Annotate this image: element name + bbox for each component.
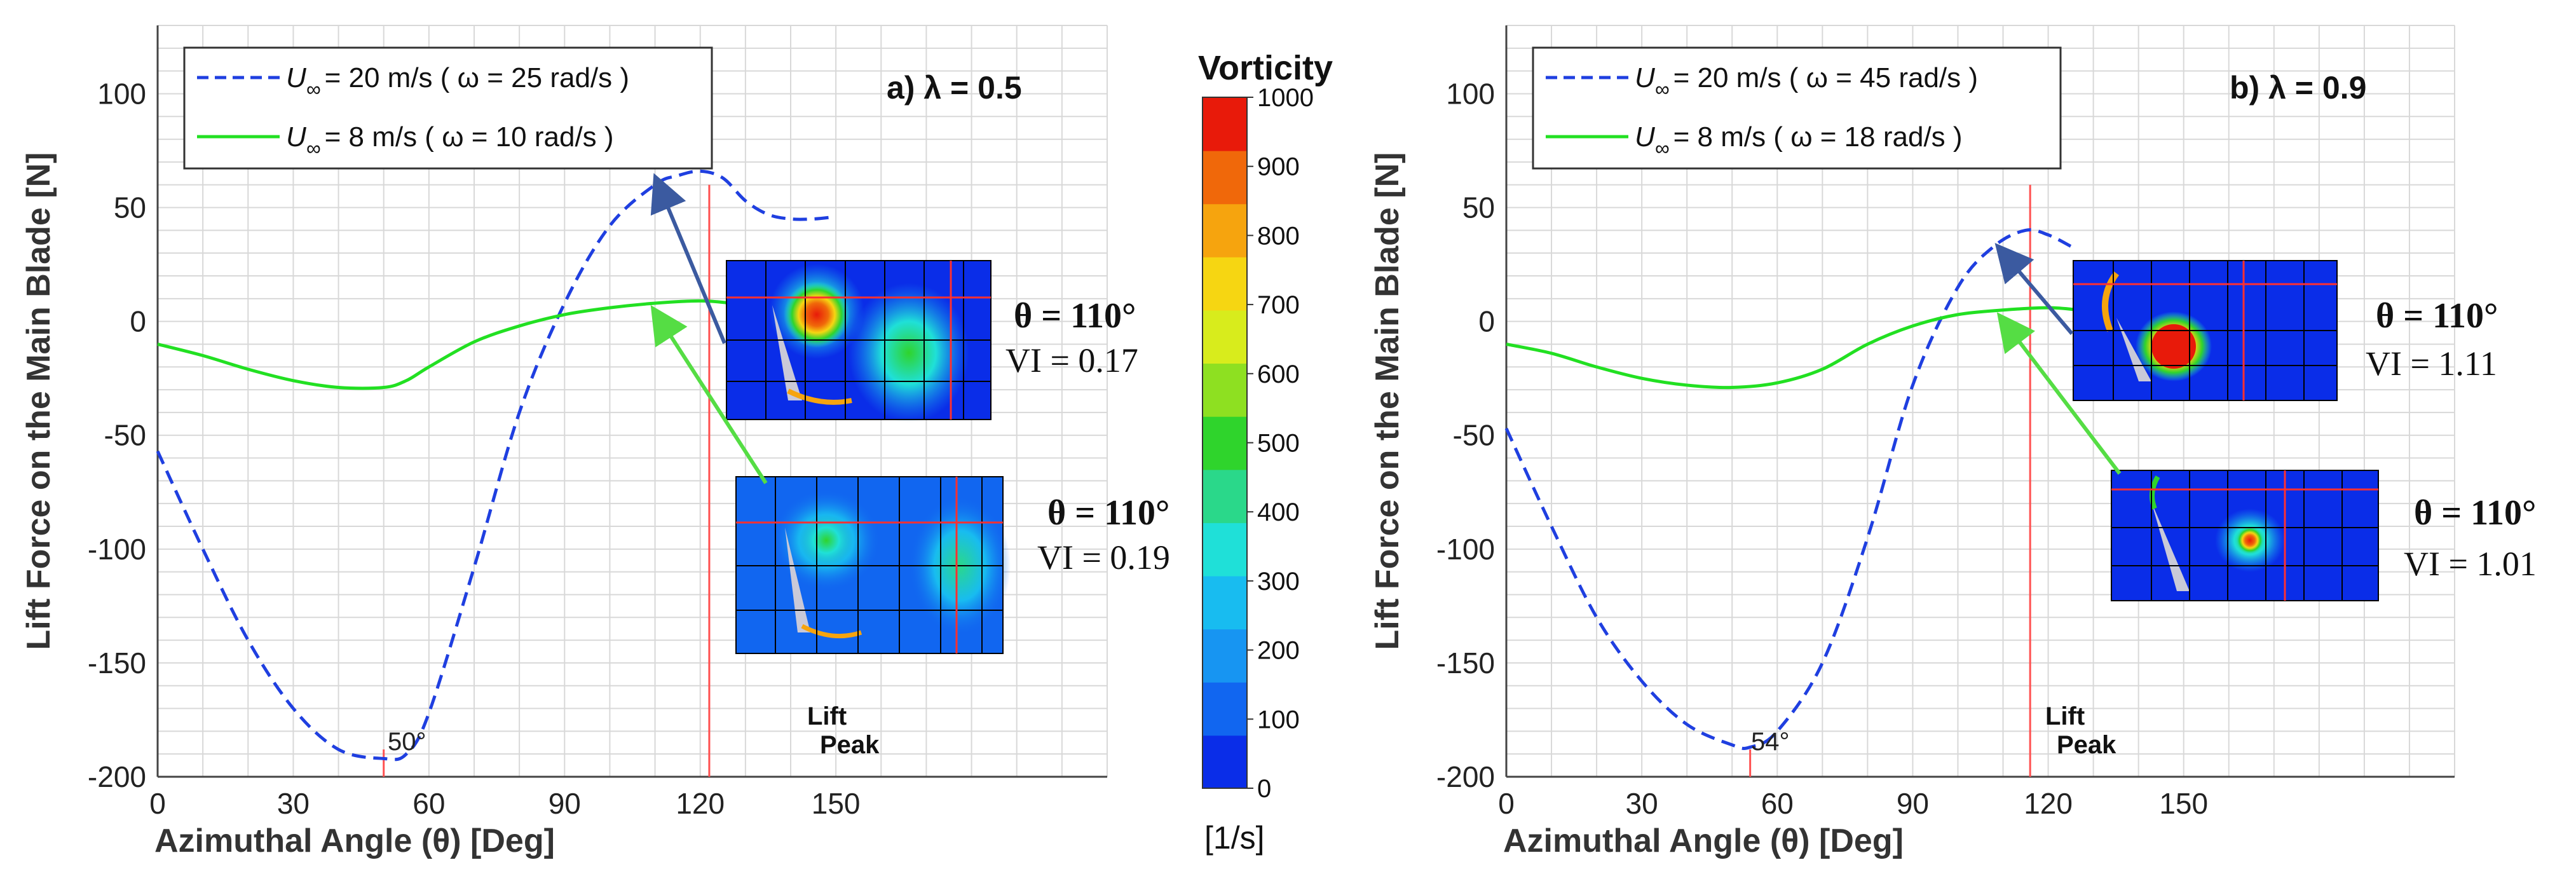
colorbar-ticks: 0 100 200 300 400 500 600 700 800 900 1000 [1247,84,1314,803]
colorbar-tick-label: 700 [1257,291,1300,319]
inset-vi-a-top: VI = 0.17 [1005,341,1138,379]
colorbar-band [1203,629,1247,683]
x-tick-label: 0 [149,787,166,820]
lift-peak-label-line1: Lift [807,702,847,730]
legend-a: U∞ = 20 m/s ( ω = 25 rad/s ) U∞ = 8 m/s ( … [183,46,713,170]
vorticity-inset-b-top [2073,260,2338,401]
panel-title-b: b) λ = 0.9 [2230,70,2366,106]
colorbar-tick-label: 400 [1257,498,1300,526]
colorbar-unit: [1/s] [1204,820,1264,856]
lift-peak-label-line1: Lift [2045,702,2085,730]
legend-entry-u8: U∞ = 8 m/s ( ω = 10 rad/s ) [286,121,614,160]
x-tick-label: 60 [412,787,445,820]
arrow-u20-b [1994,243,2074,335]
inset-theta-b-bottom: θ = 110° [2414,493,2536,533]
y-axis-label: Lift Force on the Main Blade [N] [1369,153,1406,650]
colorbar-band [1203,416,1247,470]
x-tick-label: 90 [549,787,581,820]
colorbar-band [1203,256,1247,311]
series-line-u20 [1504,228,2072,750]
colorbar-tick-label: 900 [1257,153,1300,181]
y-tick-label: -100 [1436,533,1495,566]
colorbar-tick-label: 800 [1257,222,1300,250]
y-tick-label: -150 [88,646,146,680]
legend-entry-u20: U∞ = 20 m/s ( ω = 25 rad/s ) [286,62,629,100]
y-tick-label: -200 [88,760,146,793]
x-tick-label: 30 [277,787,310,820]
x-tick-label: 30 [1626,787,1658,820]
y-tick-label: -200 [1436,760,1495,793]
inset-vi-a-bottom: VI = 0.19 [1037,538,1170,577]
colorbar-tick-label: 1000 [1257,84,1314,112]
colorbar-tick-label: 100 [1257,706,1300,734]
x-tick-label: 0 [1498,787,1515,820]
y-tick-label: 100 [1446,77,1495,110]
panel-b: 0 30 60 90 120 150 100 50 0 -50 -100 -150 -200Azimut… [1369,25,2537,859]
colorbar-band [1203,203,1247,257]
y-tick-label: -50 [104,419,146,452]
panel-a: 0 30 60 90 120 150 100 50 0 -50 -100 -150 -200Azimut… [20,25,1170,859]
inset-theta-b-top: θ = 110° [2376,296,2498,336]
colorbar-tick-label: 600 [1257,360,1300,388]
colorbar-tick-label: 200 [1257,637,1300,665]
colorbar-band [1203,735,1247,789]
min-angle-label: 50° [388,728,426,756]
series-line-u8 [1506,306,2080,390]
y-axis-label: Lift Force on the Main Blade [N] [20,153,57,650]
lift-peak-label-line2: Peak [2057,731,2116,759]
colorbar-band [1203,522,1247,577]
x-tick-label: 90 [1897,787,1929,820]
x-axis-label: Azimuthal Angle (θ) [Deg] [154,823,555,859]
colorbar-title: Vorticity [1198,49,1333,87]
y-tick-label: -100 [88,533,146,566]
colorbar-tick-label: 300 [1257,568,1300,596]
inset-vi-b-top: VI = 1.11 [2366,345,2497,383]
colorbar-tick-label: 0 [1257,775,1271,803]
arrow-u8-a [650,304,768,484]
colorbar-band [1203,150,1247,205]
inset-theta-a-bottom: θ = 110° [1047,493,1169,533]
y-tick-label: -150 [1436,646,1495,680]
colorbar-bands [1202,97,1248,789]
arrow-u20-a [650,173,726,345]
colorbar-tick-label: 500 [1257,430,1300,458]
colorbar-band [1203,575,1247,630]
x-tick-label: 150 [812,787,861,820]
x-tick-label: 60 [1761,787,1794,820]
series-line-u20 [156,169,836,762]
y-tick-label: 0 [130,305,146,338]
x-tick-label: 120 [2024,787,2073,820]
y-tick-label: 100 [97,77,146,110]
colorbar-band [1203,97,1247,151]
vorticity-inset-a-top [726,260,992,423]
vorticity-inset-a-bottom [735,476,1011,654]
y-tick-label: -50 [1453,419,1495,452]
colorbar-band [1203,310,1247,364]
x-axis-label: Azimuthal Angle (θ) [Deg] [1503,823,1904,859]
legend-entry-u8: U∞ = 8 m/s ( ω = 18 rad/s ) [1635,121,1963,160]
legend-entry-u20: U∞ = 20 m/s ( ω = 45 rad/s ) [1635,62,1978,100]
inset-theta-a-top: θ = 110° [1014,296,1136,336]
x-tick-label: 120 [676,787,725,820]
arrow-u8-b [1996,312,2122,475]
lift-peak-label-line2: Peak [820,731,880,759]
colorbar-band [1203,681,1247,736]
vorticity-colorbar: Vorticity 0 100 200 300 400 500 600 700 800 900 10… [1198,49,1333,856]
vorticity-inset-b-bottom [2111,470,2379,601]
x-tick-label: 150 [2159,787,2208,820]
colorbar-band [1203,363,1247,417]
min-angle-label: 54° [1751,728,1790,756]
colorbar-band [1203,469,1247,523]
y-tick-label: 0 [1478,305,1495,338]
panel-title-a: a) λ = 0.5 [887,70,1022,106]
series-line-u8 [157,299,732,390]
y-tick-label: 50 [1462,191,1495,224]
legend-b: U∞ = 20 m/s ( ω = 45 rad/s ) U∞ = 8 m/s ( … [1532,46,2062,170]
inset-vi-b-bottom: VI = 1.01 [2404,545,2537,583]
y-tick-label: 50 [114,191,146,224]
